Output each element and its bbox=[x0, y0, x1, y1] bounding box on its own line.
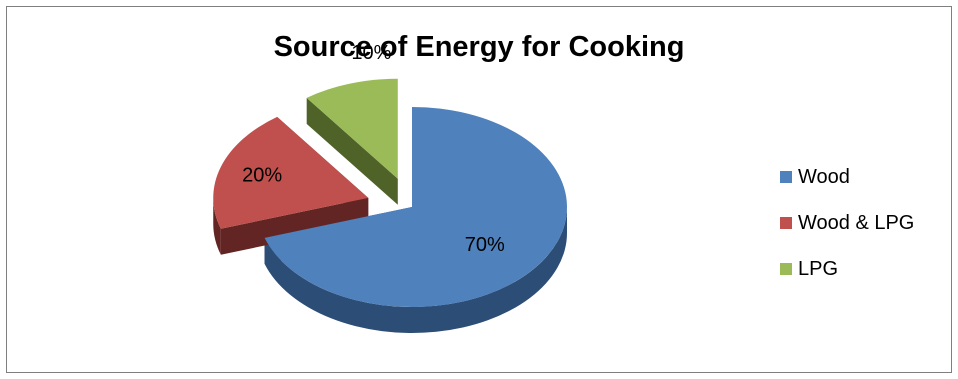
pie-wall-2-0 bbox=[306, 97, 398, 205]
legend-item-wood: Wood bbox=[780, 165, 914, 189]
pie-side-0-0 bbox=[264, 207, 567, 333]
pie-slice-wood-lpg bbox=[213, 116, 369, 229]
data-label-lpg: 10% bbox=[351, 42, 391, 64]
chart-frame: Source of Energy for Cooking 70% 20% 10% W… bbox=[6, 6, 952, 373]
chart-title: Source of Energy for Cooking bbox=[273, 31, 685, 63]
pie-wall-1-0 bbox=[220, 197, 369, 255]
pie-slice-wood bbox=[264, 107, 567, 307]
legend-item-wood-lpg: Wood & LPG bbox=[780, 211, 914, 235]
chart-legend: Wood Wood & LPG LPG bbox=[780, 165, 914, 303]
legend-swatch-wood bbox=[780, 171, 792, 183]
pie-side-1-0 bbox=[213, 197, 221, 255]
legend-swatch-wood-lpg bbox=[780, 217, 792, 229]
data-label-wood-lpg: 20% bbox=[242, 165, 282, 187]
data-label-wood: 70% bbox=[465, 234, 505, 256]
legend-label-lpg: LPG bbox=[798, 257, 839, 280]
legend-swatch-lpg bbox=[780, 263, 792, 275]
legend-label-wood: Wood bbox=[798, 165, 850, 188]
legend-item-lpg: LPG bbox=[780, 257, 914, 281]
pie-slice-lpg bbox=[306, 78, 398, 179]
legend-label-wood-lpg: Wood & LPG bbox=[798, 211, 915, 234]
pie-chart: 70% 20% 10% bbox=[213, 42, 567, 333]
